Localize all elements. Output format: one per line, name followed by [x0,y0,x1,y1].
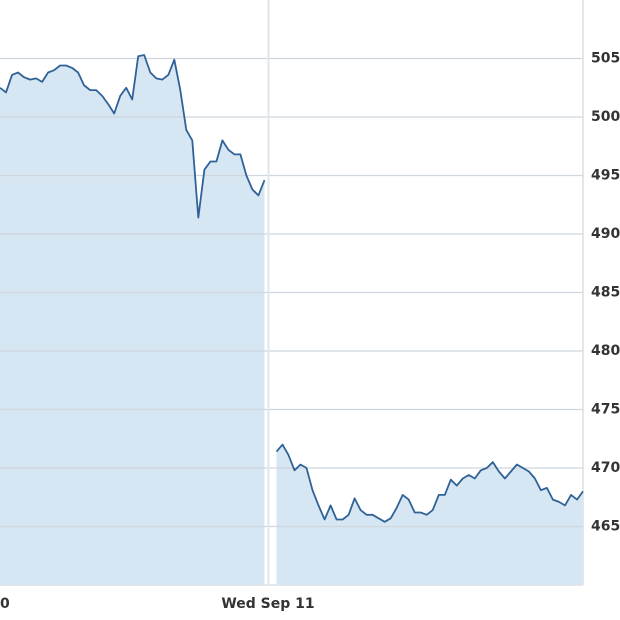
price-line [0,54,266,219]
area-fill [0,55,265,585]
y-tick-label: 470 [591,460,620,476]
y-tick-label: 480 [591,343,620,359]
y-tick-label: 485 [591,285,620,301]
y-tick-label: 465 [591,519,620,535]
y-tick-label: 505 [591,51,620,67]
price-line [275,443,584,523]
x-tick-label: 0 [0,596,10,612]
x-tick-label: Wed Sep 11 [221,596,314,612]
y-tick-label: 475 [591,402,620,418]
y-tick-label: 500 [591,109,620,125]
y-tick-label: 490 [591,226,620,242]
y-tick-label: 495 [591,168,620,184]
area-fill [276,444,583,585]
